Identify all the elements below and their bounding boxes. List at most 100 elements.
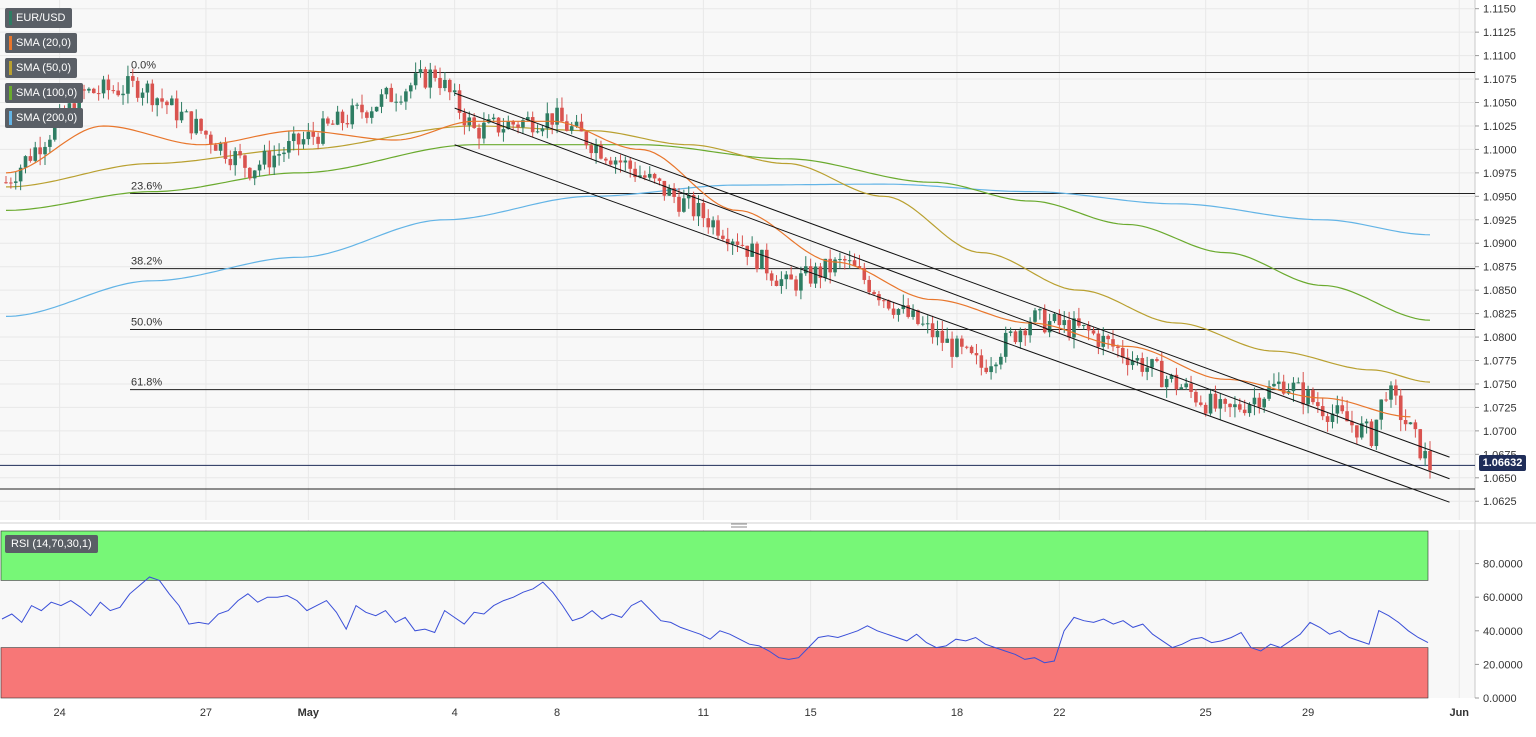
rsi-line <box>1 576 1429 664</box>
candle-body <box>1345 411 1349 422</box>
rsi-y-tick-label: 0.0000 <box>1483 693 1517 705</box>
candle-body <box>423 69 428 88</box>
candle-body <box>755 243 759 270</box>
x-tick-label: 8 <box>554 707 560 719</box>
rsi-oversold-zone <box>0 647 1429 699</box>
legend-sma100[interactable]: SMA (100,0) <box>5 83 84 103</box>
candle-body <box>1111 339 1115 347</box>
candle-body <box>540 128 545 132</box>
candle-body <box>643 175 647 178</box>
candle-body <box>282 152 286 155</box>
candle-body <box>1359 423 1364 438</box>
candle-body <box>374 106 379 112</box>
candle-body <box>52 122 57 140</box>
candle-body <box>696 202 701 217</box>
candle-body <box>179 111 184 121</box>
candle-body <box>1028 321 1032 336</box>
sma50-line <box>6 125 1431 383</box>
candle-body <box>1316 402 1320 407</box>
candle-body <box>43 146 47 155</box>
rsi-legend[interactable]: RSI (14,70,30,1) <box>5 535 98 553</box>
candle-body <box>794 279 798 291</box>
candle-body <box>760 249 764 270</box>
candle-body <box>1106 335 1110 340</box>
y-tick-label: 1.0650 <box>1483 473 1517 485</box>
legend-sma200-label: SMA (200,0) <box>16 112 78 124</box>
y-tick-label: 1.1000 <box>1483 144 1517 156</box>
candle-body <box>4 182 8 184</box>
candle-body <box>838 258 842 260</box>
y-tick-label: 1.1050 <box>1483 98 1517 110</box>
candle-body <box>1247 404 1252 414</box>
candle-body <box>389 87 394 102</box>
legend-symbol-label: EUR/USD <box>16 12 66 24</box>
candle-body <box>1330 413 1335 422</box>
candle-body <box>321 118 325 144</box>
sma50-swatch <box>9 61 12 75</box>
candle-body <box>140 92 145 98</box>
y-tick-label: 1.0825 <box>1483 309 1517 321</box>
candle-body <box>408 85 413 92</box>
legend-sma20[interactable]: SMA (20,0) <box>5 33 78 53</box>
candle-body <box>311 131 316 137</box>
candle-body <box>925 323 930 325</box>
candle-body <box>1223 399 1227 404</box>
candle-body <box>33 147 38 161</box>
candle-body <box>672 188 676 197</box>
candle-body <box>935 330 940 338</box>
candle-body <box>48 139 52 147</box>
candle-body <box>911 310 915 317</box>
candle-body <box>194 118 198 134</box>
candle-body <box>882 300 886 302</box>
candle-body <box>872 292 876 295</box>
y-tick-label: 1.0725 <box>1483 402 1517 414</box>
candle-body <box>1428 451 1432 471</box>
x-tick-label: 15 <box>805 707 817 719</box>
candle-body <box>1116 346 1120 348</box>
candle-body <box>1262 398 1266 408</box>
candle-body <box>535 131 540 133</box>
candle-body <box>1208 393 1213 414</box>
candle-body <box>1038 309 1042 311</box>
candle-body <box>730 241 735 245</box>
candle-body <box>1062 320 1067 326</box>
legend-sma50[interactable]: SMA (50,0) <box>5 58 78 78</box>
candle-body <box>1125 357 1130 366</box>
candle-body <box>1301 382 1306 405</box>
candle-body <box>482 122 486 139</box>
candle-body <box>121 93 125 96</box>
candle-body <box>306 131 311 140</box>
candle-body <box>452 90 457 93</box>
candle-body <box>228 158 233 166</box>
current-price-value: 1.06632 <box>1482 457 1523 469</box>
candle-body <box>921 323 925 325</box>
candle-body <box>852 260 857 267</box>
legend-sma200[interactable]: SMA (200,0) <box>5 108 84 128</box>
candle-body <box>550 113 554 125</box>
candle-body <box>789 274 793 280</box>
candle-body <box>530 117 535 133</box>
y-tick-label: 1.1100 <box>1483 51 1516 63</box>
candle-body <box>330 123 335 125</box>
candle-body <box>1257 397 1262 408</box>
candle-body <box>1164 378 1169 388</box>
candle-body <box>721 235 725 239</box>
candle-body <box>472 117 476 128</box>
candle-body <box>335 111 340 125</box>
sma100-line <box>5 144 1431 321</box>
candle-body <box>213 144 218 151</box>
candle-body <box>555 107 559 125</box>
x-tick-label: 11 <box>698 707 709 719</box>
x-tick-label: 4 <box>452 707 458 719</box>
candle-body <box>296 133 301 145</box>
candle-body <box>1096 333 1101 347</box>
sma20-swatch <box>9 36 12 50</box>
candle-body <box>867 279 871 293</box>
candle-body <box>326 118 330 124</box>
candle-body <box>1350 421 1354 426</box>
legend-symbol[interactable]: EUR/USD <box>5 8 72 28</box>
candle-body <box>828 258 832 273</box>
candle-body <box>170 98 174 106</box>
candle-body <box>394 101 398 103</box>
